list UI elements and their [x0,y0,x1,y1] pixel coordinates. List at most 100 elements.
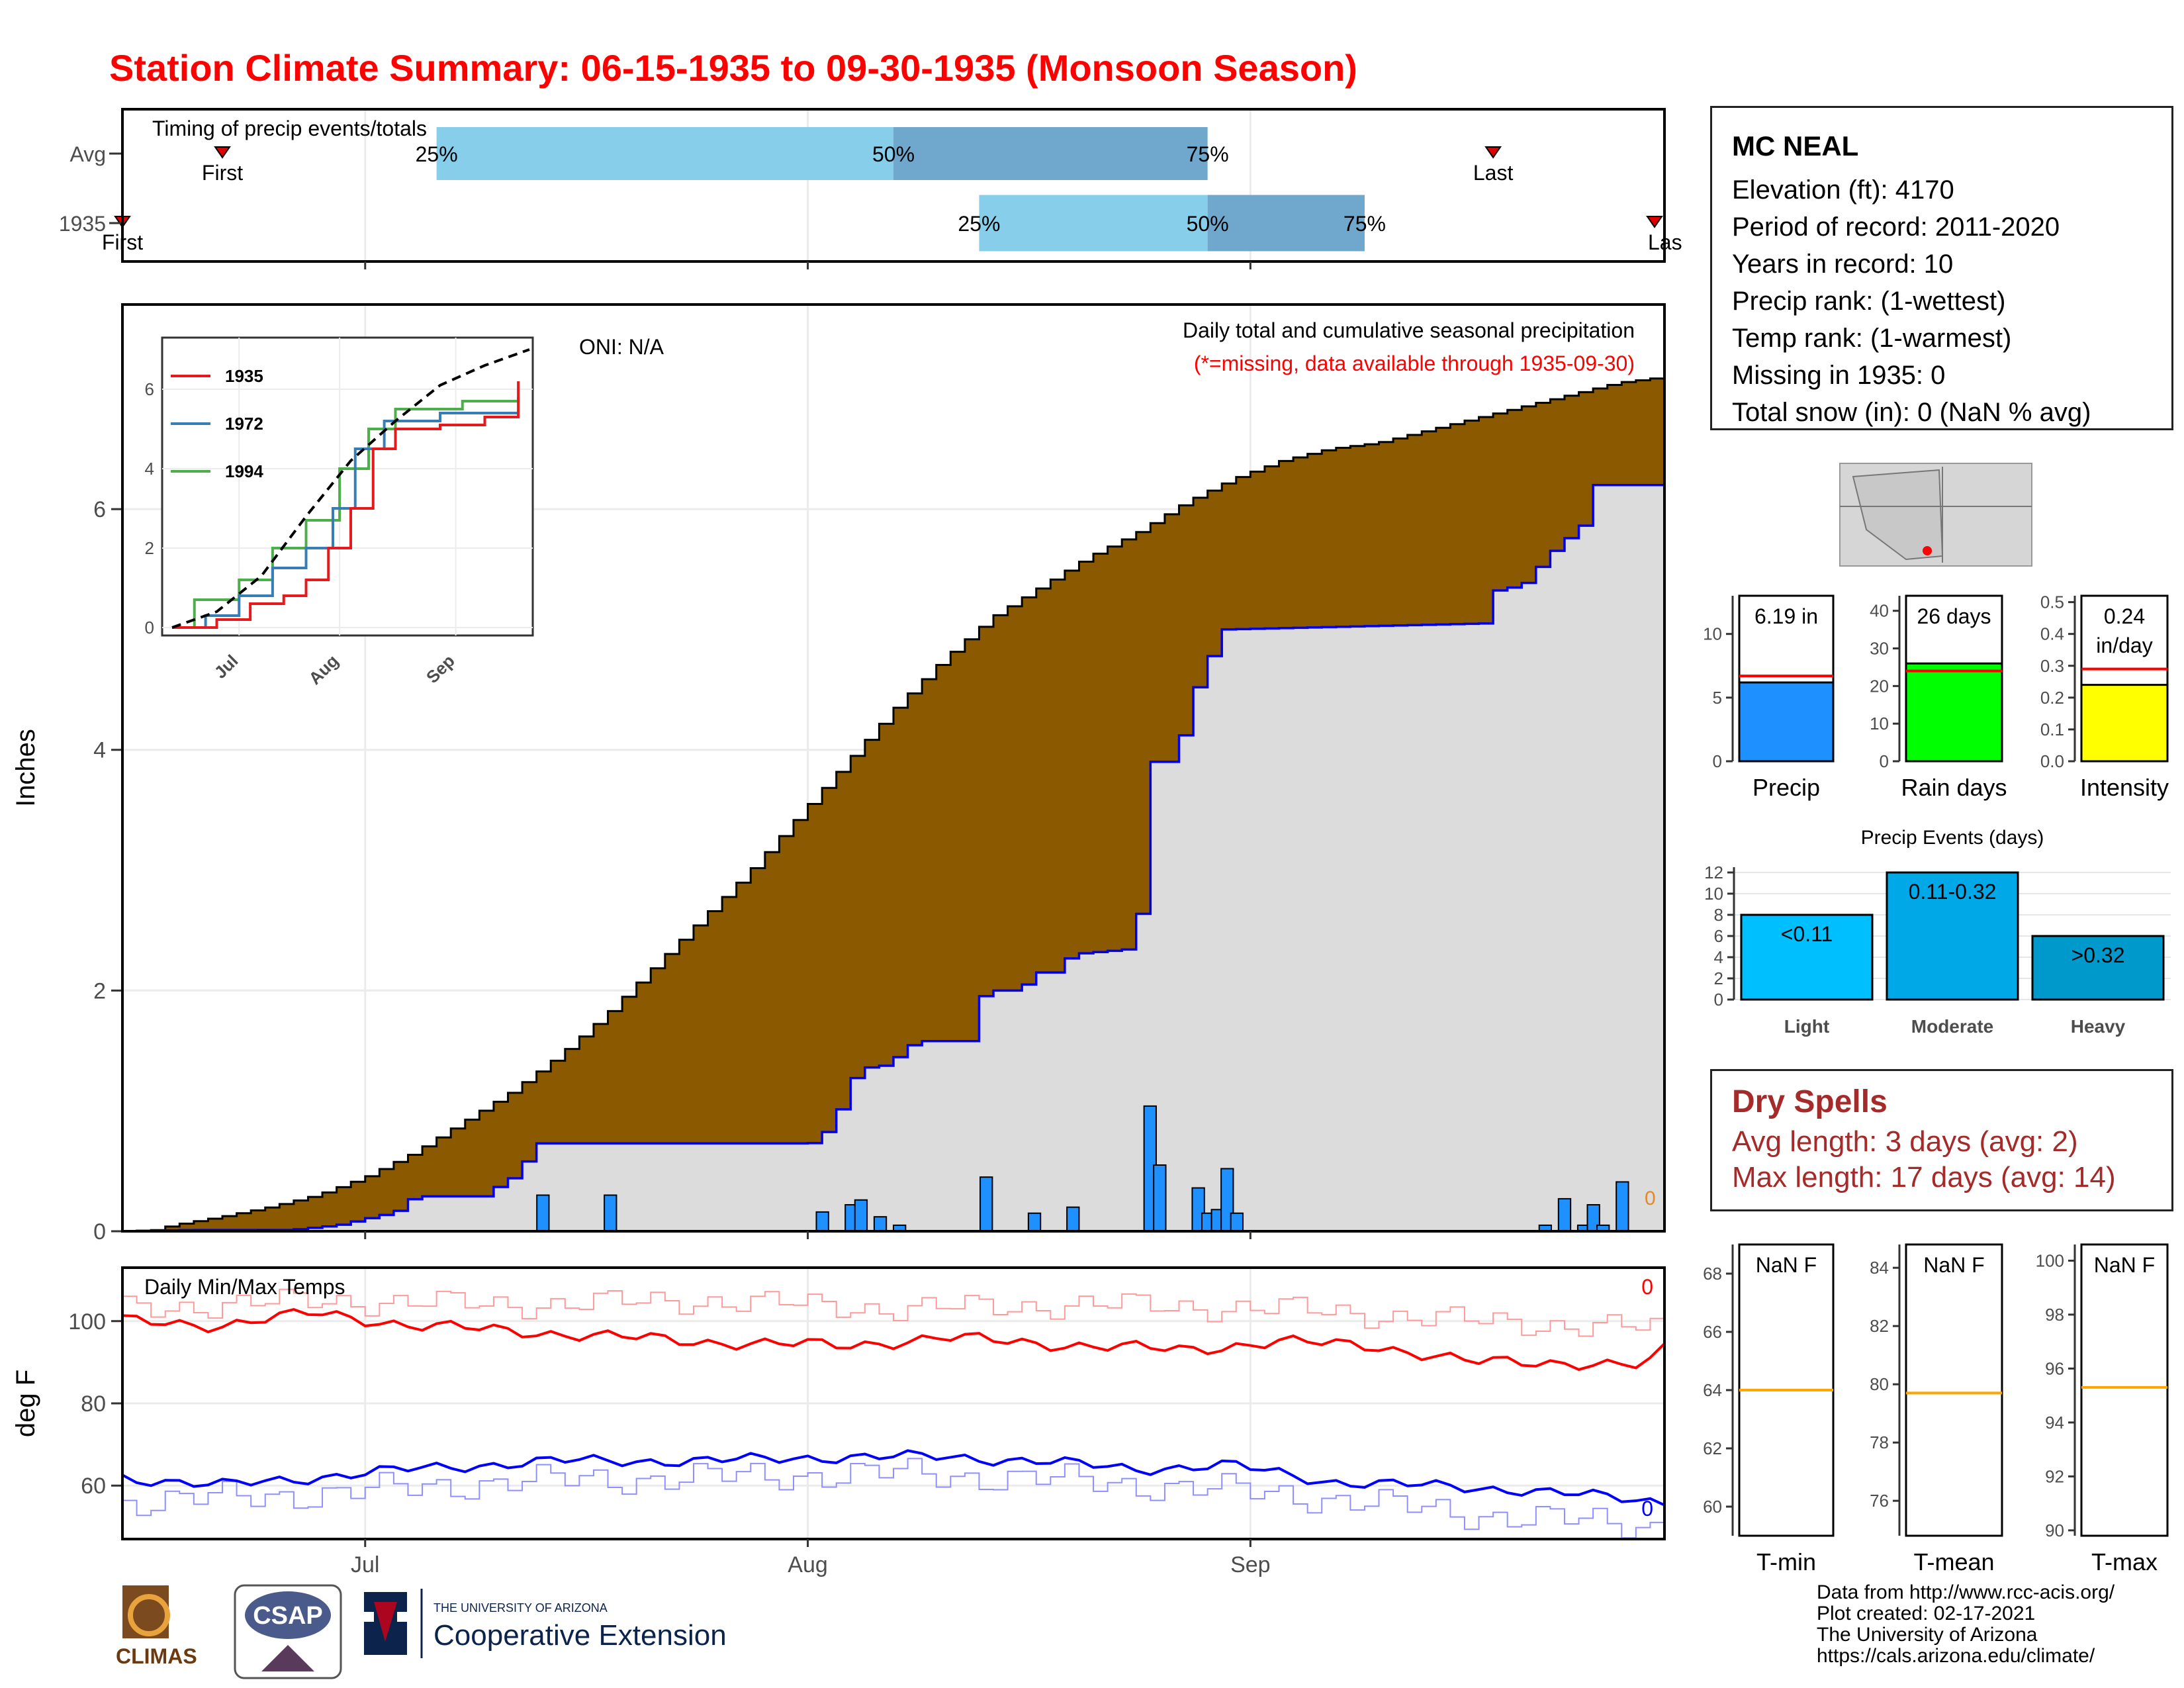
events-title: Precip Events (days) [1861,827,2044,849]
tmin-box-y-tick-label: 62 [1703,1438,1722,1458]
temp-x-tick-label: Jul [351,1552,379,1577]
temp-tmin-line [122,1449,1665,1507]
precip-title: Daily total and cumulative seasonal prec… [1183,318,1635,342]
events-bar [1886,871,2019,1001]
tmin-box-y-tick-label: 64 [1703,1380,1722,1400]
events-bar-label: 0.11-0.32 [1909,880,1997,904]
climas-logo-ring [128,1594,170,1636]
rain-days-value-label: 26 days [1917,604,1991,628]
precip-daily-bar [1557,1197,1572,1232]
tmax-box-value-label: NaN F [2094,1253,2155,1277]
timing-label-75: 75% [1343,212,1386,236]
precip-total-y-tick-label: 5 [1713,688,1722,708]
events-y-tick-label: 6 [1714,926,1723,946]
precip-year-cumulative-line [122,483,1664,1233]
precip-y-tick-label: 2 [93,978,106,1004]
inset-y-tick-label: 2 [145,538,154,558]
precip-daily-bar [1066,1206,1080,1232]
dry-spells-avg: Avg length: 3 days (avg: 2) [1732,1125,2078,1158]
rain-days-y-tick-label: 40 [1870,601,1889,621]
intensity-y-tick-label: 0.3 [2040,656,2064,676]
ua-logo-a-inner [374,1602,397,1642]
timing-label-25: 25% [958,212,1000,236]
tmin-box-y-tick-label: 60 [1703,1497,1722,1517]
precip-daily-bar [815,1211,829,1232]
rain-days-y-tick-label: 30 [1870,639,1889,659]
precip-y-tick-label: 6 [93,497,106,522]
tmax-box-frame [2080,1243,2169,1537]
precip-y-tick-label: 0 [93,1219,106,1244]
intensity-y-tick-label: 0.1 [2040,720,2064,739]
precip-daily-bar [604,1194,617,1233]
station-info-box: MC NEAL Elevation (ft): 4170 Period of r… [1710,106,2173,430]
timing-last-marker [1484,146,1502,159]
precip-panel-frame [121,303,1666,1233]
tmax-box-y-tick-label: 92 [2045,1466,2064,1486]
events-bar [2031,935,2165,1001]
temp-panel-frame [121,1266,1666,1540]
intensity-category-label: Intensity [2080,774,2169,801]
temp-tmin-avg-line [122,1458,1665,1539]
tmax-box-y-tick-label: 94 [2045,1413,2064,1432]
timing-row-label: Avg [69,142,106,166]
tmean-box-category-label: T-mean [1913,1548,1994,1575]
tmean-box-y-tick-label: 80 [1870,1374,1889,1394]
events-y-tick-label: 0 [1714,990,1723,1009]
tmean-box-value-label: NaN F [1923,1253,1984,1277]
events-y-tick-label: 2 [1714,968,1723,988]
tmax-box-y-tick-label: 100 [2036,1250,2064,1270]
precip-daily-bar [1153,1164,1167,1232]
tmin-box-value-label: NaN F [1756,1253,1817,1277]
precip-total-y-tick-label: 0 [1713,751,1722,771]
timing-bar-50-75 [1207,195,1365,252]
precip-avg-cumulative-line [122,377,1666,1233]
station-period: Period of record: 2011-2020 [1732,212,2060,242]
precip-total-value-label: 6.19 in [1754,604,1818,628]
events-category-label: Moderate [1911,1016,1993,1037]
intensity-y-tick-label: 0.0 [2040,751,2064,771]
events-bar-label: >0.32 [2071,943,2125,967]
timing-bar-25-50 [436,127,893,180]
temp-y-tick-label: 80 [81,1391,106,1417]
rain-days-value-bar [1905,662,2003,763]
credit-university: The University of Arizona [1817,1624,2038,1646]
timing-bar-25-50 [979,195,1208,252]
tmax-box-y-tick-label: 90 [2045,1521,2064,1540]
tmean-box-y-tick-label: 78 [1870,1432,1889,1452]
temp-y-axis-label: deg F [11,1370,40,1437]
tmin-box-y-tick-label: 68 [1703,1264,1722,1284]
precip-end-marker: 0 [1645,1188,1656,1209]
credit-source: Data from http://www.rcc-acis.org/ [1817,1581,2115,1603]
events-y-tick-label: 4 [1714,947,1723,967]
intensity-y-tick-label: 0.2 [2040,688,2064,708]
logo-strip: CLIMAS CSAP THE UNIVERSITY OF ARIZONA Co… [116,1584,727,1679]
locator-map-station-dot [1923,546,1932,555]
intensity-value-label: 0.24 [2104,604,2145,628]
events-y-tick-label: 10 [1704,884,1723,904]
events-y-tick-label: 8 [1714,905,1723,925]
events-bar-label: <0.11 [1781,922,1833,946]
precip-daily-bar [1230,1212,1244,1233]
precip-y-axis-label: Inches [11,729,40,807]
page-title: Station Climate Summary: 06-15-1935 to 0… [109,47,1357,89]
tmax-box-y-tick-label: 96 [2045,1358,2064,1378]
inset-avg-line [171,348,530,629]
csap-logo: CSAP [234,1584,342,1679]
tmean-box-frame [1905,1243,2003,1537]
inset-legend-label: 1994 [225,461,263,481]
csap-logo-text: CSAP [253,1602,323,1630]
dry-spells-title: Dry Spells [1732,1084,1888,1119]
timing-title: Timing of precip events/totals [152,117,427,140]
tmax-box-y-tick-label: 98 [2045,1305,2064,1325]
csap-logo-cloud [245,1591,331,1639]
climas-logo: CLIMAS [116,1585,197,1668]
inset-y-tick-label: 0 [145,618,154,637]
inset-legend-label: 1935 [225,366,263,386]
events-y-tick-label: 12 [1704,863,1723,882]
credits: Data from http://www.rcc-acis.org/ Plot … [1817,1582,2115,1667]
temp-end-marker-high: 0 [1641,1275,1653,1299]
events-category-label: Heavy [2071,1016,2126,1037]
intensity-y-tick-label: 0.5 [2040,592,2064,612]
timing-panel-frame [121,108,1666,263]
